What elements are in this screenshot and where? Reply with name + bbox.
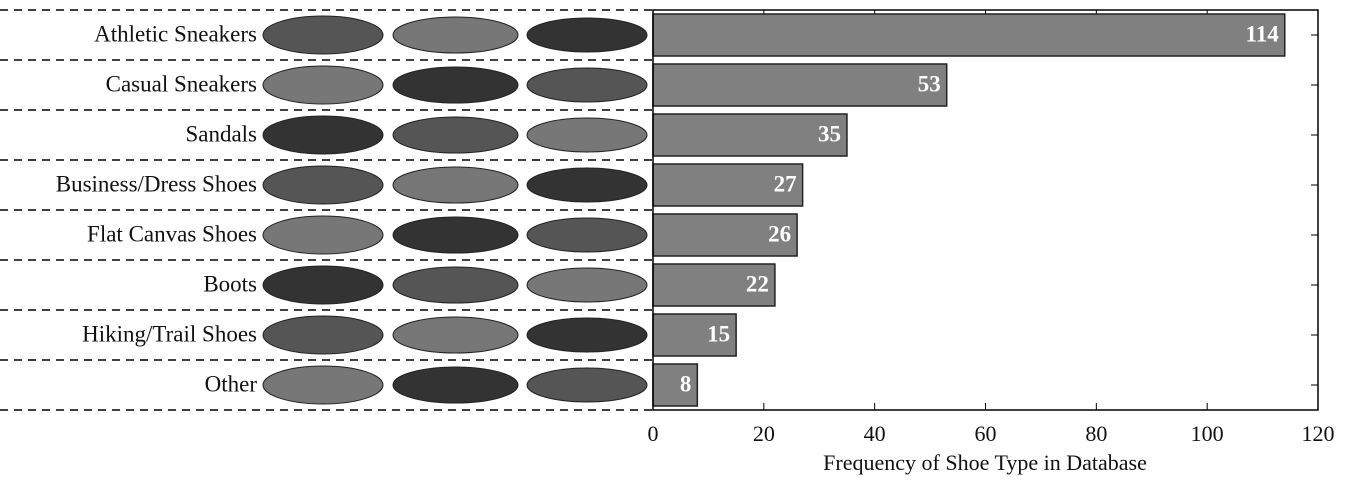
shoe-sole-image — [392, 116, 519, 154]
bar — [652, 113, 848, 157]
shoe-sole-image — [392, 316, 519, 354]
x-tick-label: 60 — [975, 421, 997, 446]
value-label: 35 — [818, 121, 841, 146]
shoe-sole-image — [526, 267, 648, 303]
x-tick-label: 40 — [864, 421, 886, 446]
bar — [652, 63, 948, 107]
value-label: 15 — [707, 321, 730, 346]
category-label: Boots — [203, 271, 257, 296]
shoe-sole-image — [262, 365, 384, 405]
category-label: Casual Sneakers — [106, 71, 257, 96]
shoe-sole-image — [262, 265, 384, 305]
value-label: 53 — [918, 71, 941, 96]
bar — [652, 363, 699, 407]
shoe-sole-image — [526, 317, 648, 353]
value-label: 8 — [680, 371, 692, 396]
shoe-sole-image — [392, 266, 519, 304]
plot-frame — [652, 9, 1319, 411]
value-label: 26 — [768, 221, 791, 246]
bar — [652, 263, 776, 307]
x-tick-label: 120 — [1302, 421, 1335, 446]
value-label: 27 — [774, 171, 797, 196]
value-label: 114 — [1246, 21, 1280, 46]
shoe-sole-image — [262, 15, 384, 55]
shoe-sole-image — [262, 115, 384, 155]
x-axis-label: Frequency of Shoe Type in Database — [823, 450, 1147, 475]
shoe-sole-image — [392, 16, 519, 54]
shoe-sole-image — [392, 216, 519, 254]
category-label: Business/Dress Shoes — [56, 171, 257, 196]
category-label: Flat Canvas Shoes — [87, 221, 257, 246]
shoe-sole-image — [526, 17, 648, 53]
bar — [652, 313, 737, 357]
category-label: Sandals — [185, 121, 257, 146]
category-label: Hiking/Trail Shoes — [82, 321, 257, 346]
shoe-sole-image — [262, 165, 384, 205]
shoe-sole-image — [392, 366, 519, 404]
bar — [652, 163, 804, 207]
shoe-sole-image — [526, 217, 648, 253]
shoe-sole-image — [262, 315, 384, 355]
x-tick-label: 0 — [648, 421, 659, 446]
shoe-sole-image — [262, 65, 384, 105]
shoe-sole-image — [526, 117, 648, 153]
shoe-sole-image — [262, 215, 384, 255]
shoe-sole-image — [392, 66, 519, 104]
x-tick-label: 100 — [1191, 421, 1224, 446]
value-label: 22 — [746, 271, 769, 296]
shoe-sole-image — [526, 367, 648, 403]
bar — [652, 13, 1286, 57]
category-label: Athletic Sneakers — [94, 21, 257, 46]
x-tick-label: 80 — [1085, 421, 1107, 446]
shoe-sole-image — [526, 167, 648, 203]
category-label: Other — [205, 371, 258, 396]
x-tick-label: 20 — [753, 421, 775, 446]
shoe-sole-image — [526, 67, 648, 103]
shoe-sole-image — [392, 166, 519, 204]
bar — [652, 213, 798, 257]
